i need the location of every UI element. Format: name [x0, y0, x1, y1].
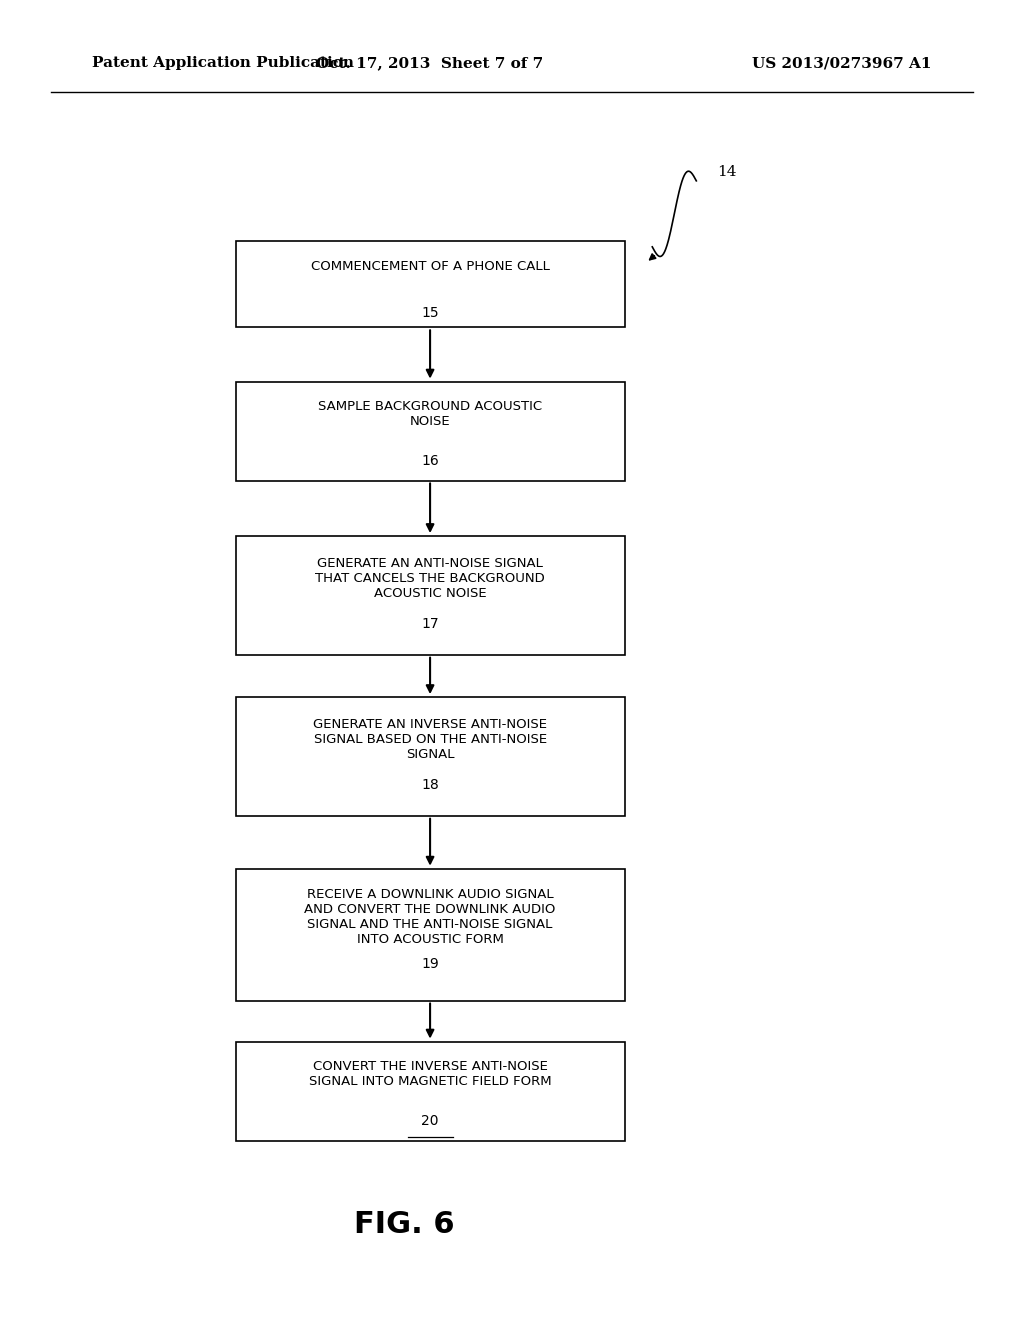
Text: 14: 14: [717, 165, 736, 178]
Text: GENERATE AN INVERSE ANTI-NOISE
SIGNAL BASED ON THE ANTI-NOISE
SIGNAL: GENERATE AN INVERSE ANTI-NOISE SIGNAL BA…: [313, 718, 547, 760]
FancyBboxPatch shape: [236, 536, 625, 655]
Text: 20: 20: [421, 1114, 439, 1127]
Text: 17: 17: [421, 618, 439, 631]
Text: 19: 19: [421, 957, 439, 970]
FancyBboxPatch shape: [236, 869, 625, 1001]
Text: Patent Application Publication: Patent Application Publication: [92, 57, 354, 70]
Text: 16: 16: [421, 454, 439, 467]
Text: 15: 15: [421, 306, 439, 319]
Text: SAMPLE BACKGROUND ACOUSTIC
NOISE: SAMPLE BACKGROUND ACOUSTIC NOISE: [318, 400, 542, 429]
FancyBboxPatch shape: [236, 383, 625, 480]
Text: US 2013/0273967 A1: US 2013/0273967 A1: [753, 57, 932, 70]
FancyBboxPatch shape: [236, 697, 625, 816]
Text: COMMENCEMENT OF A PHONE CALL: COMMENCEMENT OF A PHONE CALL: [310, 260, 550, 273]
Text: 18: 18: [421, 779, 439, 792]
Text: FIG. 6: FIG. 6: [354, 1210, 455, 1239]
Text: GENERATE AN ANTI-NOISE SIGNAL
THAT CANCELS THE BACKGROUND
ACOUSTIC NOISE: GENERATE AN ANTI-NOISE SIGNAL THAT CANCE…: [315, 557, 545, 599]
FancyBboxPatch shape: [236, 240, 625, 326]
Text: RECEIVE A DOWNLINK AUDIO SIGNAL
AND CONVERT THE DOWNLINK AUDIO
SIGNAL AND THE AN: RECEIVE A DOWNLINK AUDIO SIGNAL AND CONV…: [304, 888, 556, 946]
Text: CONVERT THE INVERSE ANTI-NOISE
SIGNAL INTO MAGNETIC FIELD FORM: CONVERT THE INVERSE ANTI-NOISE SIGNAL IN…: [309, 1060, 551, 1089]
Text: Oct. 17, 2013  Sheet 7 of 7: Oct. 17, 2013 Sheet 7 of 7: [316, 57, 544, 70]
FancyBboxPatch shape: [236, 1043, 625, 1140]
